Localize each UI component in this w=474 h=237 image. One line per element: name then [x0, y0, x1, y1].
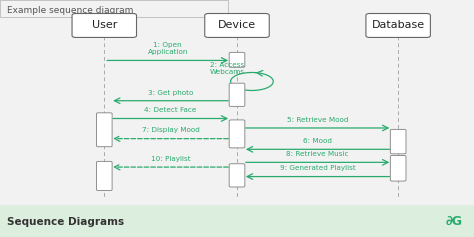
FancyBboxPatch shape: [390, 129, 406, 154]
Text: 10: Playlist: 10: Playlist: [151, 156, 191, 162]
FancyBboxPatch shape: [229, 164, 245, 187]
FancyBboxPatch shape: [366, 14, 430, 37]
FancyBboxPatch shape: [72, 14, 137, 37]
FancyBboxPatch shape: [229, 52, 245, 67]
Bar: [0, 205, 474, 237]
FancyBboxPatch shape: [205, 14, 269, 37]
Text: Example sequence diagram: Example sequence diagram: [7, 6, 134, 15]
Text: 7: Display Mood: 7: Display Mood: [142, 128, 200, 133]
Text: 4: Detect Face: 4: Detect Face: [145, 107, 197, 113]
Text: 6: Mood: 6: Mood: [303, 138, 332, 144]
Text: 2: Access
Webcams: 2: Access Webcams: [210, 62, 245, 75]
FancyBboxPatch shape: [96, 161, 112, 191]
Text: 9: Generated Playlist: 9: Generated Playlist: [280, 165, 356, 171]
FancyBboxPatch shape: [229, 83, 245, 106]
Text: 1: Open
Application: 1: Open Application: [147, 42, 188, 55]
Text: ∂G: ∂G: [445, 215, 462, 228]
Text: User: User: [91, 20, 117, 31]
Text: 8: Retrieve Music: 8: Retrieve Music: [286, 151, 349, 157]
Text: Device: Device: [218, 20, 256, 31]
Text: Database: Database: [372, 20, 425, 31]
FancyBboxPatch shape: [96, 113, 112, 147]
FancyBboxPatch shape: [229, 120, 245, 148]
Text: 5: Retrieve Mood: 5: Retrieve Mood: [287, 117, 348, 123]
Text: Sequence Diagrams: Sequence Diagrams: [7, 217, 124, 227]
FancyBboxPatch shape: [390, 155, 406, 181]
Text: 3: Get photo: 3: Get photo: [148, 90, 193, 96]
